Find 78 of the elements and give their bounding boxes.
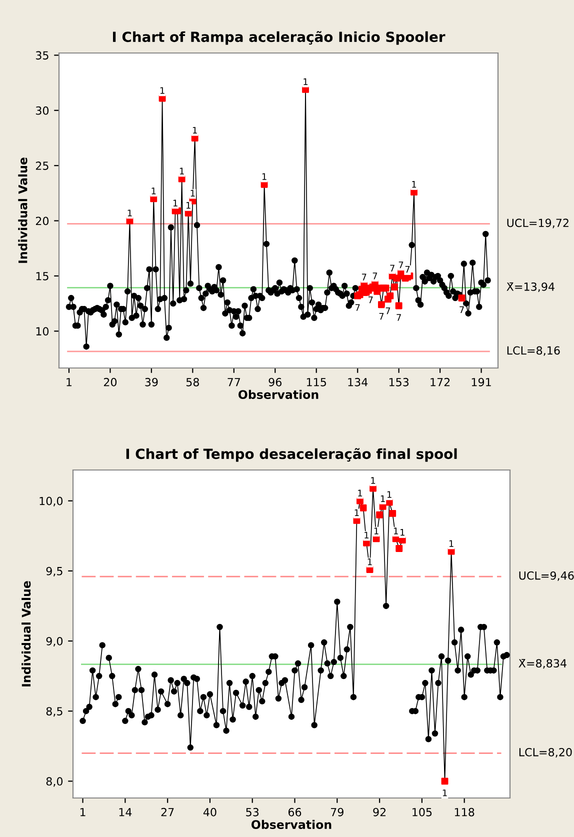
x-tick-label: 115 xyxy=(306,378,326,386)
chart-title: I Chart of Rampa aceleração Inicio Spooler xyxy=(113,31,446,45)
annotation: 1 xyxy=(180,168,184,174)
ref-line-label: X̄=8,834 xyxy=(518,659,566,669)
annotation: 1 xyxy=(368,558,372,566)
x-tick-label: 172 xyxy=(430,378,450,386)
annotation: 1 xyxy=(412,181,416,188)
annotation: 1 xyxy=(186,202,190,209)
annotation: 1 xyxy=(387,491,392,498)
ref-line-label: X̄=13,94 xyxy=(506,282,554,292)
y-tick-label: 10,0 xyxy=(40,496,63,506)
ref-line-label: LCL=8,16 xyxy=(507,346,560,356)
annotation: 1 xyxy=(442,790,447,796)
annotation: 1 xyxy=(364,532,369,538)
x-tick-label: 40 xyxy=(203,808,216,816)
x-tick-label: 53 xyxy=(246,808,259,816)
y-tick-label: 8,5 xyxy=(46,707,62,717)
annotation: 1 xyxy=(358,490,362,496)
annotation: 1 xyxy=(380,495,385,502)
y-tick-label: 30 xyxy=(36,106,49,115)
chart-title: I Chart of Tempo desaceleração final spool xyxy=(126,448,457,462)
annotation: 1 xyxy=(262,173,266,180)
annotation: 7 xyxy=(390,264,394,272)
x-tick-label: 77 xyxy=(228,378,240,386)
x-tick-label: 191 xyxy=(472,378,491,386)
y-tick-label: 20 xyxy=(36,216,49,226)
annotation: 7 xyxy=(379,313,384,320)
annotation: 7 xyxy=(396,314,401,321)
annotation: 7 xyxy=(362,274,366,280)
annotation: 1 xyxy=(173,200,178,206)
x-tick-label: 27 xyxy=(161,808,174,816)
x-tick-label: 79 xyxy=(331,808,344,816)
x-tick-label: 92 xyxy=(373,808,386,816)
x-tick-label: 105 xyxy=(412,808,432,816)
annotation: 1 xyxy=(394,528,398,534)
annotation: 1 xyxy=(449,540,454,547)
annotation: 1 xyxy=(304,78,308,85)
annotation: 7 xyxy=(405,266,410,273)
x-axis-title: Observation xyxy=(238,390,318,400)
x-tick-label: 66 xyxy=(288,808,302,816)
x-tick-label: 134 xyxy=(348,378,368,386)
annotation: 1 xyxy=(374,528,378,534)
annotation: 1 xyxy=(192,126,197,134)
annotation: 1 xyxy=(190,190,195,196)
y-tick-label: 9,5 xyxy=(46,566,62,576)
x-tick-label: 118 xyxy=(454,808,474,816)
y-tick-label: 8,0 xyxy=(46,777,63,787)
annotation: 1 xyxy=(354,509,359,516)
y-axis-title: Individual Value xyxy=(18,158,28,263)
x-tick-label: 20 xyxy=(104,378,117,386)
ref-line-label: UCL=9,46 xyxy=(519,571,574,581)
y-axis-title: Individual Value xyxy=(22,581,31,686)
x-tick-label: 153 xyxy=(389,378,409,386)
y-tick-label: 25 xyxy=(36,162,48,170)
x-tick-label: 39 xyxy=(145,378,158,386)
annotation: 1 xyxy=(371,477,376,484)
annotation: 1 xyxy=(128,210,132,216)
annotation: 1 xyxy=(152,188,156,194)
y-tick-label: 15 xyxy=(36,272,48,280)
y-tick-label: 9,0 xyxy=(46,636,63,647)
annotation: 7 xyxy=(355,304,360,311)
annotation: 7 xyxy=(460,306,464,314)
ref-line-label: UCL=19,72 xyxy=(507,218,568,228)
y-tick-label: 10 xyxy=(36,327,49,336)
x-tick-label: 1 xyxy=(66,378,72,386)
x-tick-label: 58 xyxy=(186,378,199,386)
annotation: 1 xyxy=(160,87,164,94)
x-tick-label: 14 xyxy=(119,808,132,816)
y-tick-label: 35 xyxy=(36,51,48,60)
x-tick-label: 96 xyxy=(268,378,282,386)
x-axis-title: Observation xyxy=(251,820,332,830)
x-tick-label: 1 xyxy=(80,808,86,816)
annotation: 7 xyxy=(398,262,404,268)
annotation: 7 xyxy=(372,272,378,280)
annotation: 7 xyxy=(368,296,373,304)
annotation: 1 xyxy=(400,529,404,536)
ref-line-label: LCL=8,20 xyxy=(519,748,572,758)
annotation: 7 xyxy=(386,308,390,314)
